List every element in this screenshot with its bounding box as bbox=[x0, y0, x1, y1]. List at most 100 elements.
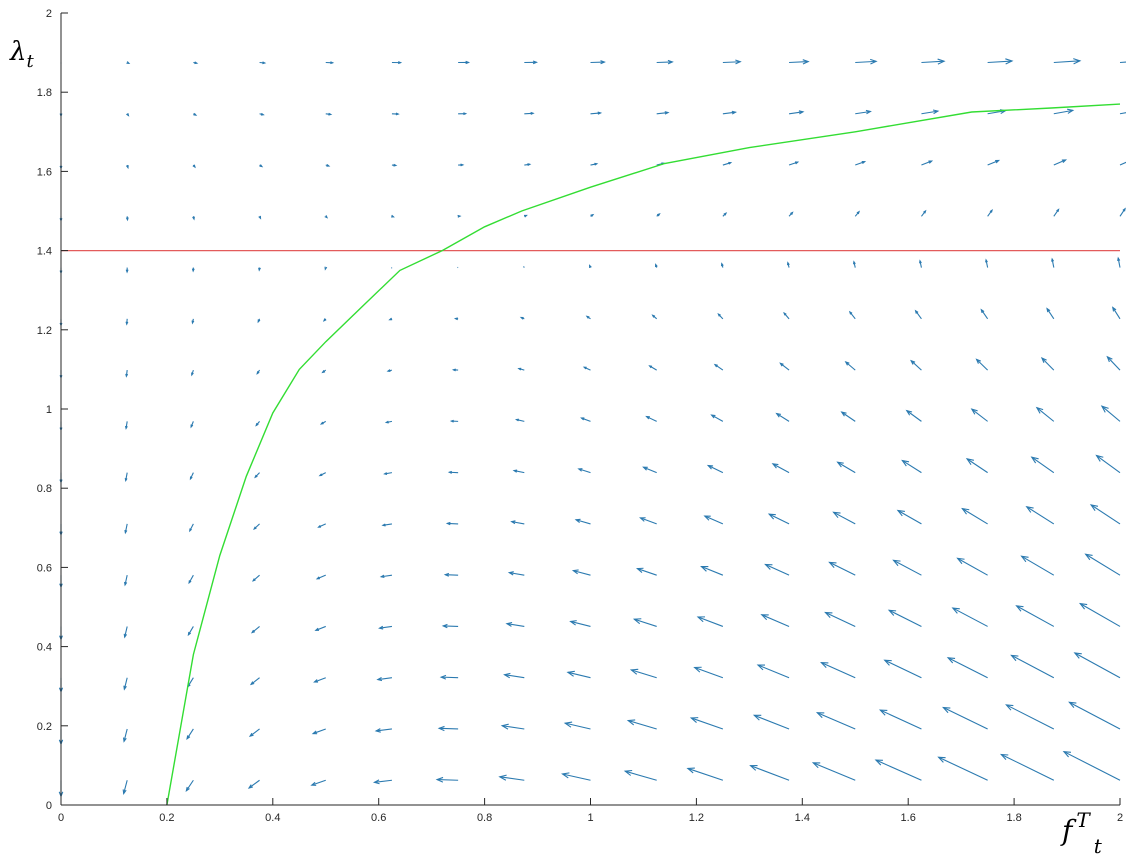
vector-arrow bbox=[443, 572, 459, 577]
vector-arrow bbox=[519, 316, 525, 320]
vector-arrow bbox=[435, 776, 459, 783]
vector-arrow bbox=[629, 668, 657, 679]
vector-arrow bbox=[317, 523, 326, 528]
y-tick-label: 1 bbox=[46, 404, 52, 416]
vector-arrow bbox=[921, 160, 934, 166]
nullcline-curve bbox=[166, 103, 1121, 806]
vector-arrow bbox=[645, 415, 657, 422]
vector-arrow bbox=[192, 216, 195, 221]
y-tick-label: 0.2 bbox=[37, 721, 52, 733]
vector-arrow bbox=[192, 164, 196, 169]
vector-arrow bbox=[1119, 161, 1126, 166]
x-tick-label: 0.6 bbox=[371, 812, 386, 824]
vector-arrow bbox=[970, 408, 988, 422]
vector-arrow bbox=[561, 772, 591, 781]
vector-arrow bbox=[656, 59, 674, 65]
vector-arrow bbox=[123, 626, 128, 639]
vector-arrow bbox=[193, 61, 199, 65]
vector-arrow bbox=[524, 163, 532, 167]
vector-arrow bbox=[946, 657, 988, 679]
vector-arrow bbox=[642, 466, 657, 474]
vector-arrow bbox=[788, 161, 800, 166]
y-tick-label: 1.6 bbox=[37, 166, 52, 178]
vector-arrow bbox=[1100, 405, 1121, 422]
vector-arrow bbox=[256, 369, 261, 375]
vector-arrow bbox=[1053, 58, 1082, 65]
vector-arrow bbox=[686, 767, 724, 781]
vector-arrow bbox=[703, 515, 724, 525]
vector-arrow bbox=[828, 561, 856, 576]
vector-arrow bbox=[258, 267, 261, 272]
vector-arrow bbox=[710, 414, 724, 422]
vector-arrow bbox=[577, 468, 591, 474]
vector-arrow bbox=[1073, 652, 1121, 679]
vector-arrow bbox=[1119, 112, 1126, 115]
vector-arrow bbox=[315, 574, 326, 580]
vector-arrow bbox=[311, 728, 326, 735]
vector-arrow bbox=[1040, 357, 1055, 371]
vector-arrow bbox=[905, 409, 922, 422]
vector-arrow bbox=[764, 563, 790, 576]
x-tick-label: 0.4 bbox=[265, 812, 280, 824]
vector-arrow bbox=[788, 211, 794, 217]
vector-arrow bbox=[651, 314, 658, 320]
vector-arrow bbox=[247, 779, 260, 789]
vector-arrow bbox=[961, 507, 988, 525]
vector-arrow bbox=[257, 318, 261, 324]
vector-arrow bbox=[439, 674, 459, 680]
vector-arrow bbox=[980, 308, 989, 320]
vector-arrow bbox=[987, 159, 1001, 166]
vector-arrow bbox=[789, 59, 810, 65]
vector-arrow bbox=[524, 214, 528, 218]
x-tick-label: 0 bbox=[58, 812, 64, 824]
vector-arrow bbox=[125, 267, 129, 274]
vector-arrow bbox=[760, 614, 790, 627]
vector-arrow bbox=[1111, 306, 1121, 320]
vector-arrow bbox=[832, 511, 856, 525]
vector-arrow bbox=[517, 367, 525, 371]
vector-arrow bbox=[458, 163, 465, 167]
vector-arrow bbox=[693, 666, 724, 679]
vector-arrow bbox=[987, 209, 993, 217]
vector-arrow bbox=[1095, 454, 1121, 474]
y-tick-label: 0 bbox=[46, 800, 52, 812]
vector-arrow bbox=[756, 664, 790, 679]
vector-arrow bbox=[124, 523, 128, 535]
vector-arrow bbox=[987, 58, 1014, 65]
vector-arrow bbox=[391, 112, 400, 116]
vector-arrow bbox=[919, 259, 922, 268]
x-axis-label: f Tt bbox=[1060, 808, 1103, 854]
vector-arrow bbox=[1106, 355, 1121, 371]
vector-arrow bbox=[503, 672, 525, 679]
vector-arrow bbox=[722, 212, 728, 217]
vector-arrow bbox=[626, 719, 657, 730]
vector-arrow bbox=[376, 676, 393, 682]
vector-arrow bbox=[775, 412, 790, 422]
vector-arrow bbox=[384, 420, 393, 424]
vector-arrow bbox=[507, 571, 525, 576]
vector-arrow bbox=[437, 725, 459, 732]
vector-arrow bbox=[253, 523, 260, 531]
vector-arrow bbox=[656, 212, 661, 217]
vector-arrow bbox=[717, 313, 724, 320]
vector-arrow bbox=[500, 723, 525, 730]
vector-arrow bbox=[1030, 456, 1055, 474]
vector-arrow bbox=[1078, 602, 1121, 627]
y-tick-label: 0.6 bbox=[37, 562, 52, 574]
vector-arrow bbox=[844, 361, 856, 371]
vector-arrow bbox=[1119, 61, 1126, 64]
vector-arrow bbox=[1025, 505, 1055, 525]
vector-arrow bbox=[921, 58, 946, 65]
vector-arrow bbox=[921, 109, 940, 115]
vector-arrow bbox=[252, 574, 260, 582]
vector-arrow bbox=[1015, 605, 1055, 627]
vector-arrow bbox=[590, 111, 603, 115]
vector-arrow bbox=[1020, 555, 1055, 576]
vector-arrow bbox=[848, 310, 856, 320]
vector-arrow bbox=[975, 358, 989, 371]
vector-arrow bbox=[124, 421, 128, 430]
vector-arrow bbox=[125, 318, 129, 326]
vector-arrow bbox=[125, 370, 129, 378]
vector-arrow bbox=[381, 523, 393, 527]
vector-arrow bbox=[510, 520, 525, 525]
